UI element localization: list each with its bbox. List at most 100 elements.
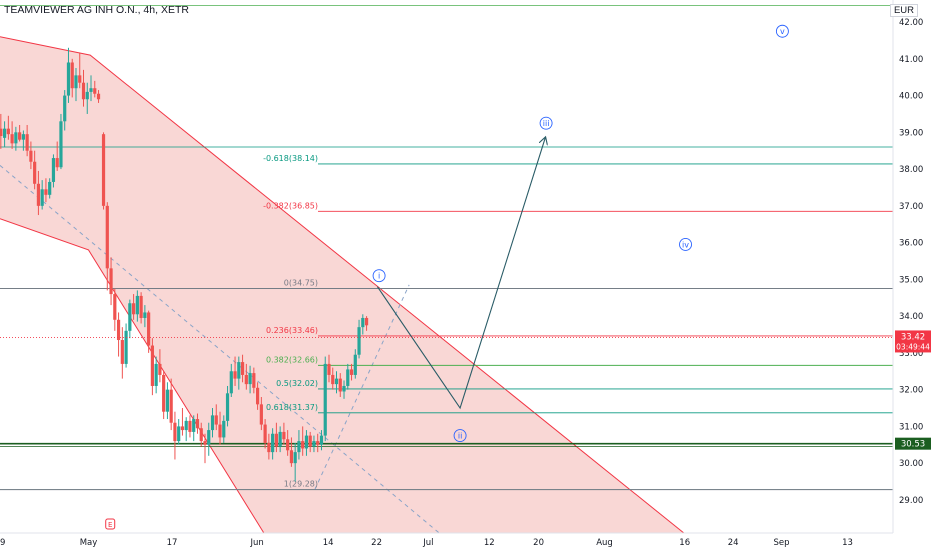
y-axis-bg — [893, 0, 932, 550]
candle-body — [162, 374, 166, 412]
candles — [0, 47, 369, 482]
earnings-icon-label: E — [108, 521, 112, 529]
price-channel — [0, 36, 685, 534]
channel-fill — [0, 36, 684, 534]
candle-body — [349, 369, 354, 375]
candle-body — [109, 268, 113, 295]
candle-body — [188, 420, 192, 432]
channel-upper-line — [0, 36, 685, 534]
fib-level-label: 0.5(32.02) — [276, 379, 318, 388]
candle-body — [255, 387, 260, 405]
y-tick-label: 42.00 — [899, 18, 923, 28]
x-tick-label: May — [80, 538, 98, 548]
projection-path — [376, 138, 545, 410]
wave-label: iii — [543, 119, 550, 128]
y-tick-label: 39.00 — [899, 128, 923, 138]
x-tick-label: 17 — [167, 538, 178, 548]
y-tick-label: 37.00 — [899, 202, 923, 212]
y-tick-label: 38.00 — [899, 165, 923, 175]
y-tick-label: 29.00 — [899, 496, 923, 506]
fibonacci-levels: 0(34.75) 0.236(33.46) 0.382(32.66) 0.5(32.0… — [0, 154, 893, 491]
current-price-label: 33.42 — [901, 332, 925, 342]
candle-body — [203, 441, 207, 445]
x-tick-label: 20 — [533, 538, 544, 548]
y-tick-label: 30.00 — [899, 459, 923, 469]
candle-body — [342, 385, 346, 392]
y-tick-label: 40.00 — [899, 92, 923, 102]
y-tick-label: 34.00 — [899, 312, 923, 322]
candle-body — [2, 128, 7, 138]
candle-body — [316, 441, 320, 445]
candle-body — [297, 441, 301, 453]
candle-body — [0, 128, 3, 137]
candle-body — [334, 378, 339, 385]
candle-body — [14, 132, 18, 144]
candle-body — [63, 95, 67, 122]
wave-circle — [775, 24, 789, 38]
wave-label: iv — [682, 240, 689, 249]
candle-body — [33, 161, 37, 184]
candle-body — [85, 91, 89, 100]
wave-circle — [679, 237, 692, 251]
candle-body — [70, 62, 74, 89]
candle-body — [207, 430, 211, 445]
candle-body — [59, 121, 63, 168]
wave-label: ii — [458, 432, 462, 441]
candle-body — [66, 62, 71, 96]
support-tag — [895, 437, 931, 450]
candle-body — [319, 435, 324, 445]
wave-circle — [453, 429, 467, 443]
candle-body — [361, 317, 365, 328]
earnings-icon — [105, 518, 116, 530]
candle-body — [278, 431, 282, 447]
y-tick-label: 41.00 — [899, 55, 923, 65]
trend-extension-line — [314, 284, 410, 490]
candle-body — [229, 371, 233, 394]
candle-body — [6, 128, 10, 135]
candle-body — [323, 363, 327, 436]
candle-body — [237, 362, 241, 379]
currency-badge[interactable]: EUR — [889, 4, 918, 17]
candle-body — [180, 426, 185, 431]
candle-body — [210, 415, 215, 431]
candle-body — [101, 134, 106, 206]
wave-label: v — [780, 27, 785, 36]
candle-body — [263, 424, 267, 443]
candle-body — [78, 75, 82, 83]
candle-body — [225, 393, 230, 421]
candle-body — [120, 340, 124, 364]
candle-body — [271, 433, 275, 453]
candle-body — [169, 389, 173, 423]
x-axis-bg — [0, 533, 932, 550]
candle-body — [48, 181, 52, 195]
y-tick-label: 35.00 — [899, 275, 923, 285]
x-tick-label: Jul — [422, 538, 433, 548]
candle-body — [89, 88, 93, 92]
candle-body — [312, 441, 316, 447]
wave-label: i — [378, 272, 380, 281]
candle-body — [195, 419, 200, 429]
x-tick-label: 13 — [842, 538, 853, 548]
candle-body — [222, 420, 226, 438]
candle-body — [267, 442, 271, 453]
candle-body — [81, 82, 86, 100]
candle-body — [282, 431, 286, 440]
candle-body — [25, 134, 29, 151]
fib-level-label: 0(34.75) — [284, 279, 318, 288]
candle-body — [364, 317, 369, 326]
y-tick-label: 33.00 — [899, 349, 923, 359]
candle-body — [93, 88, 97, 94]
x-tick-label: 22 — [371, 538, 382, 548]
candle-body — [113, 294, 117, 320]
candle-body — [128, 303, 132, 331]
candle-body — [357, 327, 361, 355]
candle-body — [165, 389, 170, 412]
candle-body — [327, 363, 331, 375]
wave-circle — [372, 269, 386, 283]
candle-body — [214, 415, 218, 425]
candle-body — [338, 378, 342, 392]
candle-body — [173, 422, 177, 442]
